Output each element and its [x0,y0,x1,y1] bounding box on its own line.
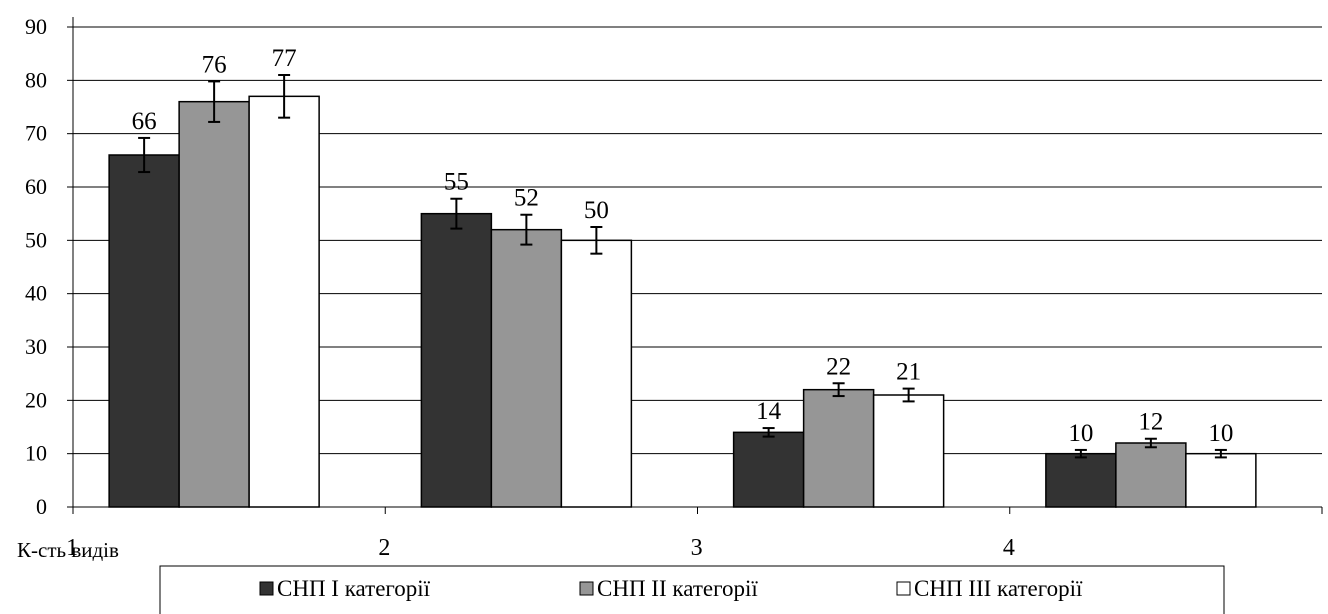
bar [732,431,805,508]
data-label: 66 [132,108,157,135]
data-label: 12 [1138,409,1163,436]
legend-label: СНП ІІІ категорії [914,576,1083,601]
legend-swatch [579,581,594,596]
data-label: 21 [896,359,921,386]
bar [248,95,320,508]
bar [420,212,493,508]
y-axis-ticks: 0 10 20 30 40 50 60 70 80 90 [25,14,47,519]
x-category-label: 3 [691,535,703,561]
y-tick-label: 40 [25,281,47,306]
x-category-label: 4 [1003,535,1015,561]
y-tick-label: 20 [25,387,47,412]
legend-label: СНП ІІ категорії [597,576,758,601]
bar [1115,442,1187,508]
data-labels: 66 76 77 55 52 50 14 22 21 10 12 10 [132,45,1234,447]
y-tick-label: 0 [36,494,47,519]
bar [178,100,250,508]
bar [1045,452,1117,508]
legend-swatch [259,581,274,596]
x-category-label: 2 [378,535,390,561]
bar [802,388,875,508]
legend-box [159,565,1225,614]
legend-swatch [896,581,911,596]
bar [872,394,945,508]
bars [108,95,1257,508]
y-tick-label: 60 [25,174,47,199]
error-bars [138,74,1227,459]
data-label: 52 [514,185,539,212]
axes [67,17,1323,514]
y-tick-label: 70 [25,121,47,146]
data-label: 22 [826,353,851,380]
y-tick-label: 50 [25,227,47,252]
bar [1185,452,1257,508]
data-label: 10 [1068,420,1093,447]
bar [490,228,563,508]
bar [560,239,633,508]
x-category-label: 1 [66,535,78,561]
bar [108,154,180,508]
y-tick-label: 10 [25,441,47,466]
x-axis-categories: 1 2 3 4 [66,535,1015,561]
data-label: 55 [444,169,469,196]
x-axis-title: К-сть видів [17,538,119,562]
data-label: 76 [202,51,227,78]
legend-label: СНП І категорії [277,576,431,601]
legend: СНП І категорії СНП ІІ категорії СНП ІІІ к… [159,565,1225,614]
data-label: 10 [1208,420,1233,447]
data-label: 14 [756,398,782,425]
data-label: 50 [584,197,609,224]
data-label: 77 [272,45,297,72]
y-tick-label: 90 [25,14,47,39]
y-tick-label: 30 [25,334,47,359]
y-tick-label: 80 [25,67,47,92]
